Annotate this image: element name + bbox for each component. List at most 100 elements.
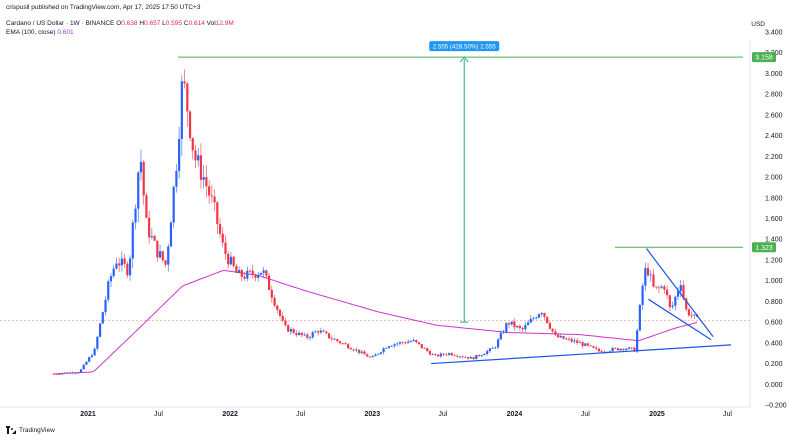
candle-body xyxy=(396,343,399,345)
tradingview-logo-icon xyxy=(6,426,16,434)
candle-body xyxy=(366,354,369,357)
chart-header: crispusll published on TradingView.com, … xyxy=(0,0,791,40)
candle-body xyxy=(387,346,391,348)
candle-body xyxy=(137,172,140,209)
level-tag-text: 3.158 xyxy=(755,55,773,62)
candle-body xyxy=(649,274,652,276)
candle-body xyxy=(535,317,538,319)
time-axis[interactable]: 2021 Jul 2022 Jul 2023 Jul 2024 Jul 2025 Jul xyxy=(80,411,732,418)
candle-body xyxy=(630,347,633,349)
candle-body xyxy=(417,342,421,345)
candle-body xyxy=(191,137,194,151)
candle-body xyxy=(565,338,568,340)
y-tick-label: 1.800 xyxy=(765,195,783,202)
candle-body xyxy=(115,263,118,269)
candle-body xyxy=(543,313,546,317)
candle-body xyxy=(139,161,143,173)
candle-body xyxy=(382,348,385,353)
candle-body xyxy=(101,312,104,324)
candle-body xyxy=(325,331,328,334)
y-tick-label: 2.400 xyxy=(765,133,783,140)
x-tick-label: Jul xyxy=(723,411,732,418)
ema-100-line xyxy=(53,270,698,375)
drawing-tools xyxy=(431,56,732,365)
candle-body xyxy=(529,318,532,323)
candle-body xyxy=(267,275,271,290)
candle-body xyxy=(407,341,410,344)
y-tick-label: 1.200 xyxy=(765,257,783,264)
candle-body xyxy=(128,258,132,276)
candle-body xyxy=(109,276,113,282)
candle-body xyxy=(297,332,301,335)
candle-body xyxy=(107,281,110,300)
candle-body xyxy=(131,222,134,259)
candle-body xyxy=(74,372,77,374)
candle-body xyxy=(486,351,489,355)
candle-body xyxy=(98,323,102,337)
candle-body xyxy=(475,355,478,360)
candle-body xyxy=(393,344,396,346)
symbol-title[interactable]: Cardano / US Dollar · 1W · BINANCE xyxy=(6,20,115,27)
candle-body xyxy=(578,342,581,344)
volume-label: Vol xyxy=(206,20,216,27)
candle-body xyxy=(276,305,279,310)
candle-body xyxy=(216,202,219,225)
close-label: C xyxy=(183,20,189,27)
candle-body xyxy=(308,337,312,339)
y-tick-label: 0.000 xyxy=(765,382,783,389)
candle-body xyxy=(409,341,412,342)
candle-body xyxy=(55,373,58,375)
y-tick-label: 0.600 xyxy=(765,320,783,327)
candle-body xyxy=(197,155,200,161)
candle-body xyxy=(676,291,680,297)
high-value: 0.657 xyxy=(144,20,161,27)
candle-body xyxy=(311,332,314,338)
candle-body xyxy=(516,326,519,328)
candle-body xyxy=(186,83,189,112)
ema-legend[interactable]: EMA (100, close) 0.601 xyxy=(6,29,74,36)
price-axis[interactable]: 3.4003.2003.0002.8002.6002.4002.2002.000… xyxy=(765,30,787,410)
y-tick-label: 2.600 xyxy=(765,112,783,119)
candle-body xyxy=(581,342,584,347)
x-tick-label: 2022 xyxy=(222,411,238,418)
candle-body xyxy=(597,348,601,352)
candle-body xyxy=(453,355,456,357)
candle-body xyxy=(167,246,170,265)
candle-body xyxy=(262,270,265,273)
candle-body xyxy=(589,345,592,347)
candle-body xyxy=(576,340,579,343)
candle-body xyxy=(472,356,475,360)
x-tick-label: 2021 xyxy=(80,411,96,418)
x-tick-label: Jul xyxy=(296,411,305,418)
tradingview-logo[interactable]: TradingView xyxy=(6,426,55,434)
candle-body xyxy=(284,320,287,326)
candle-body xyxy=(150,236,153,238)
candle-body xyxy=(641,285,644,305)
candle-body xyxy=(240,270,243,277)
candle-body xyxy=(295,333,298,335)
candle-body xyxy=(567,338,571,340)
candle-body xyxy=(336,339,339,342)
x-tick-label: 2023 xyxy=(365,411,381,418)
candle-body xyxy=(368,356,372,358)
candle-body xyxy=(371,356,374,358)
candle-body xyxy=(660,286,663,288)
candle-body xyxy=(379,352,382,354)
candle-body xyxy=(79,369,83,373)
y-tick-label: 2.200 xyxy=(765,154,783,161)
ema-label: EMA (100, close) xyxy=(6,29,56,36)
candle-body xyxy=(93,348,96,356)
open-label: O xyxy=(116,20,122,27)
candle-body xyxy=(497,339,500,348)
candle-body xyxy=(161,251,164,261)
candle-body xyxy=(289,329,293,332)
candle-body xyxy=(265,270,268,276)
candle-body xyxy=(259,272,263,275)
candle-body xyxy=(221,233,224,243)
candle-body xyxy=(352,349,355,351)
candle-body xyxy=(625,348,628,351)
candle-body xyxy=(205,177,208,187)
level-tag-text: 1.323 xyxy=(755,245,773,252)
candle-body xyxy=(428,351,432,355)
